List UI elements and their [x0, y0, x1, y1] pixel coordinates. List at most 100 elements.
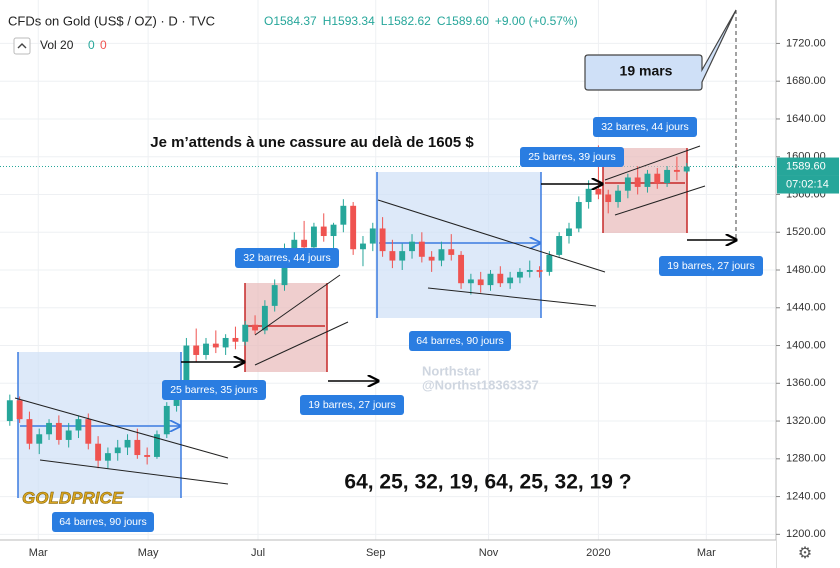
- candle-body: [261, 305, 268, 331]
- label-box: [409, 331, 511, 351]
- y-tick-label: 1240.00: [786, 490, 826, 502]
- price-axis-bg: [776, 0, 840, 568]
- label-box: [52, 512, 154, 532]
- candle-body: [379, 228, 386, 252]
- candle-body: [546, 254, 553, 272]
- x-tick-label: 2020: [586, 547, 610, 559]
- symbol-title: CFDs on Gold (US$ / OZ) · D · TVC: [8, 13, 215, 28]
- candle-body: [193, 345, 200, 355]
- candle-body: [232, 337, 239, 342]
- candle-body: [634, 177, 641, 187]
- candle-body: [664, 169, 671, 184]
- candle-body: [26, 419, 33, 444]
- trend-line: [614, 185, 706, 216]
- header-value: +9.00 (+0.57%): [495, 14, 578, 28]
- box-label: 19 barres, 27 jours: [667, 260, 755, 272]
- volume-value: 0: [88, 38, 95, 52]
- candle-body: [212, 343, 219, 348]
- candle-body: [330, 224, 337, 237]
- candle-body: [477, 279, 484, 286]
- candle-body: [566, 228, 572, 237]
- candle-body: [428, 256, 435, 261]
- header-value: H1593.34: [323, 14, 375, 28]
- y-tick-label: 1680.00: [786, 75, 826, 87]
- trend-line: [14, 397, 229, 459]
- last-price-box: [777, 157, 839, 176]
- callout-text: 19 mars: [620, 63, 673, 79]
- candle-body: [124, 439, 131, 448]
- label-box: [235, 248, 339, 268]
- trend-line: [604, 145, 701, 181]
- candle-body: [46, 422, 52, 435]
- annotation: 64, 25, 32, 19, 64, 25, 32, 19 ?: [344, 471, 631, 494]
- x-tick-label: Nov: [479, 547, 499, 559]
- candle-body: [644, 173, 651, 187]
- candle-body: [438, 249, 445, 261]
- candle-body: [222, 337, 229, 348]
- candle-body: [575, 202, 582, 229]
- candle-body: [487, 273, 494, 286]
- y-tick-label: 1440.00: [786, 302, 826, 314]
- last-price-label: 1589.60: [786, 160, 826, 172]
- settings-icon[interactable]: ⚙: [798, 545, 812, 562]
- candle-body: [55, 422, 62, 440]
- candle-body: [65, 430, 72, 440]
- candle-body: [595, 188, 602, 195]
- header-value: O1584.37: [264, 14, 317, 28]
- candle-body: [448, 249, 455, 255]
- candle-body: [114, 447, 121, 454]
- candle-body: [507, 277, 514, 284]
- trend-line: [254, 274, 341, 336]
- label-box: [162, 380, 266, 400]
- candle-body: [144, 455, 151, 457]
- range-box: [245, 283, 327, 372]
- y-tick-label: 1400.00: [786, 339, 826, 351]
- label-box: [593, 117, 697, 137]
- candle-body: [683, 166, 690, 172]
- candle-body: [418, 241, 425, 257]
- volume-value: 0: [100, 38, 107, 52]
- trend-line: [39, 459, 229, 485]
- candle-body: [389, 251, 396, 261]
- candle-body: [163, 405, 170, 435]
- candle-body: [36, 434, 43, 444]
- candle-body: [95, 443, 102, 461]
- y-tick-label: 1320.00: [786, 415, 826, 427]
- countdown: 07:02:14: [786, 178, 829, 190]
- x-tick-label: May: [138, 547, 159, 559]
- candle-body: [605, 194, 612, 203]
- candle-body: [6, 400, 13, 422]
- range-box: [18, 352, 181, 498]
- candle-body: [516, 271, 523, 278]
- box-label: 32 barres, 44 jours: [243, 252, 331, 264]
- candle-body: [536, 270, 543, 272]
- y-tick-label: 1640.00: [786, 113, 826, 125]
- candle-body: [615, 190, 621, 203]
- candle-body: [673, 169, 680, 172]
- candle-body: [203, 343, 209, 355]
- watermark: @Northst18363337: [422, 377, 539, 392]
- label-box: [520, 147, 624, 167]
- candle-body: [369, 228, 376, 244]
- volume-label: Vol 20: [40, 38, 74, 52]
- box-label: 25 barres, 35 jours: [170, 384, 258, 396]
- trend-line: [427, 287, 597, 307]
- candle-body: [291, 239, 298, 250]
- header-value: C1589.60: [437, 14, 489, 28]
- range-box: [377, 172, 541, 318]
- candle-body: [497, 273, 504, 284]
- x-tick-label: Mar: [697, 547, 716, 559]
- collapse-button[interactable]: [13, 37, 31, 55]
- candle-body: [340, 205, 347, 225]
- callout: [584, 9, 737, 91]
- candle-body: [242, 324, 249, 342]
- candle-body: [467, 279, 474, 284]
- y-tick-label: 1280.00: [786, 453, 826, 465]
- candle-body: [154, 434, 160, 457]
- box-label: 64 barres, 90 jours: [59, 516, 147, 528]
- candle-body: [556, 236, 563, 255]
- y-tick-label: 1200.00: [786, 528, 826, 540]
- trend-line: [377, 199, 606, 273]
- x-tick-label: Sep: [366, 547, 386, 559]
